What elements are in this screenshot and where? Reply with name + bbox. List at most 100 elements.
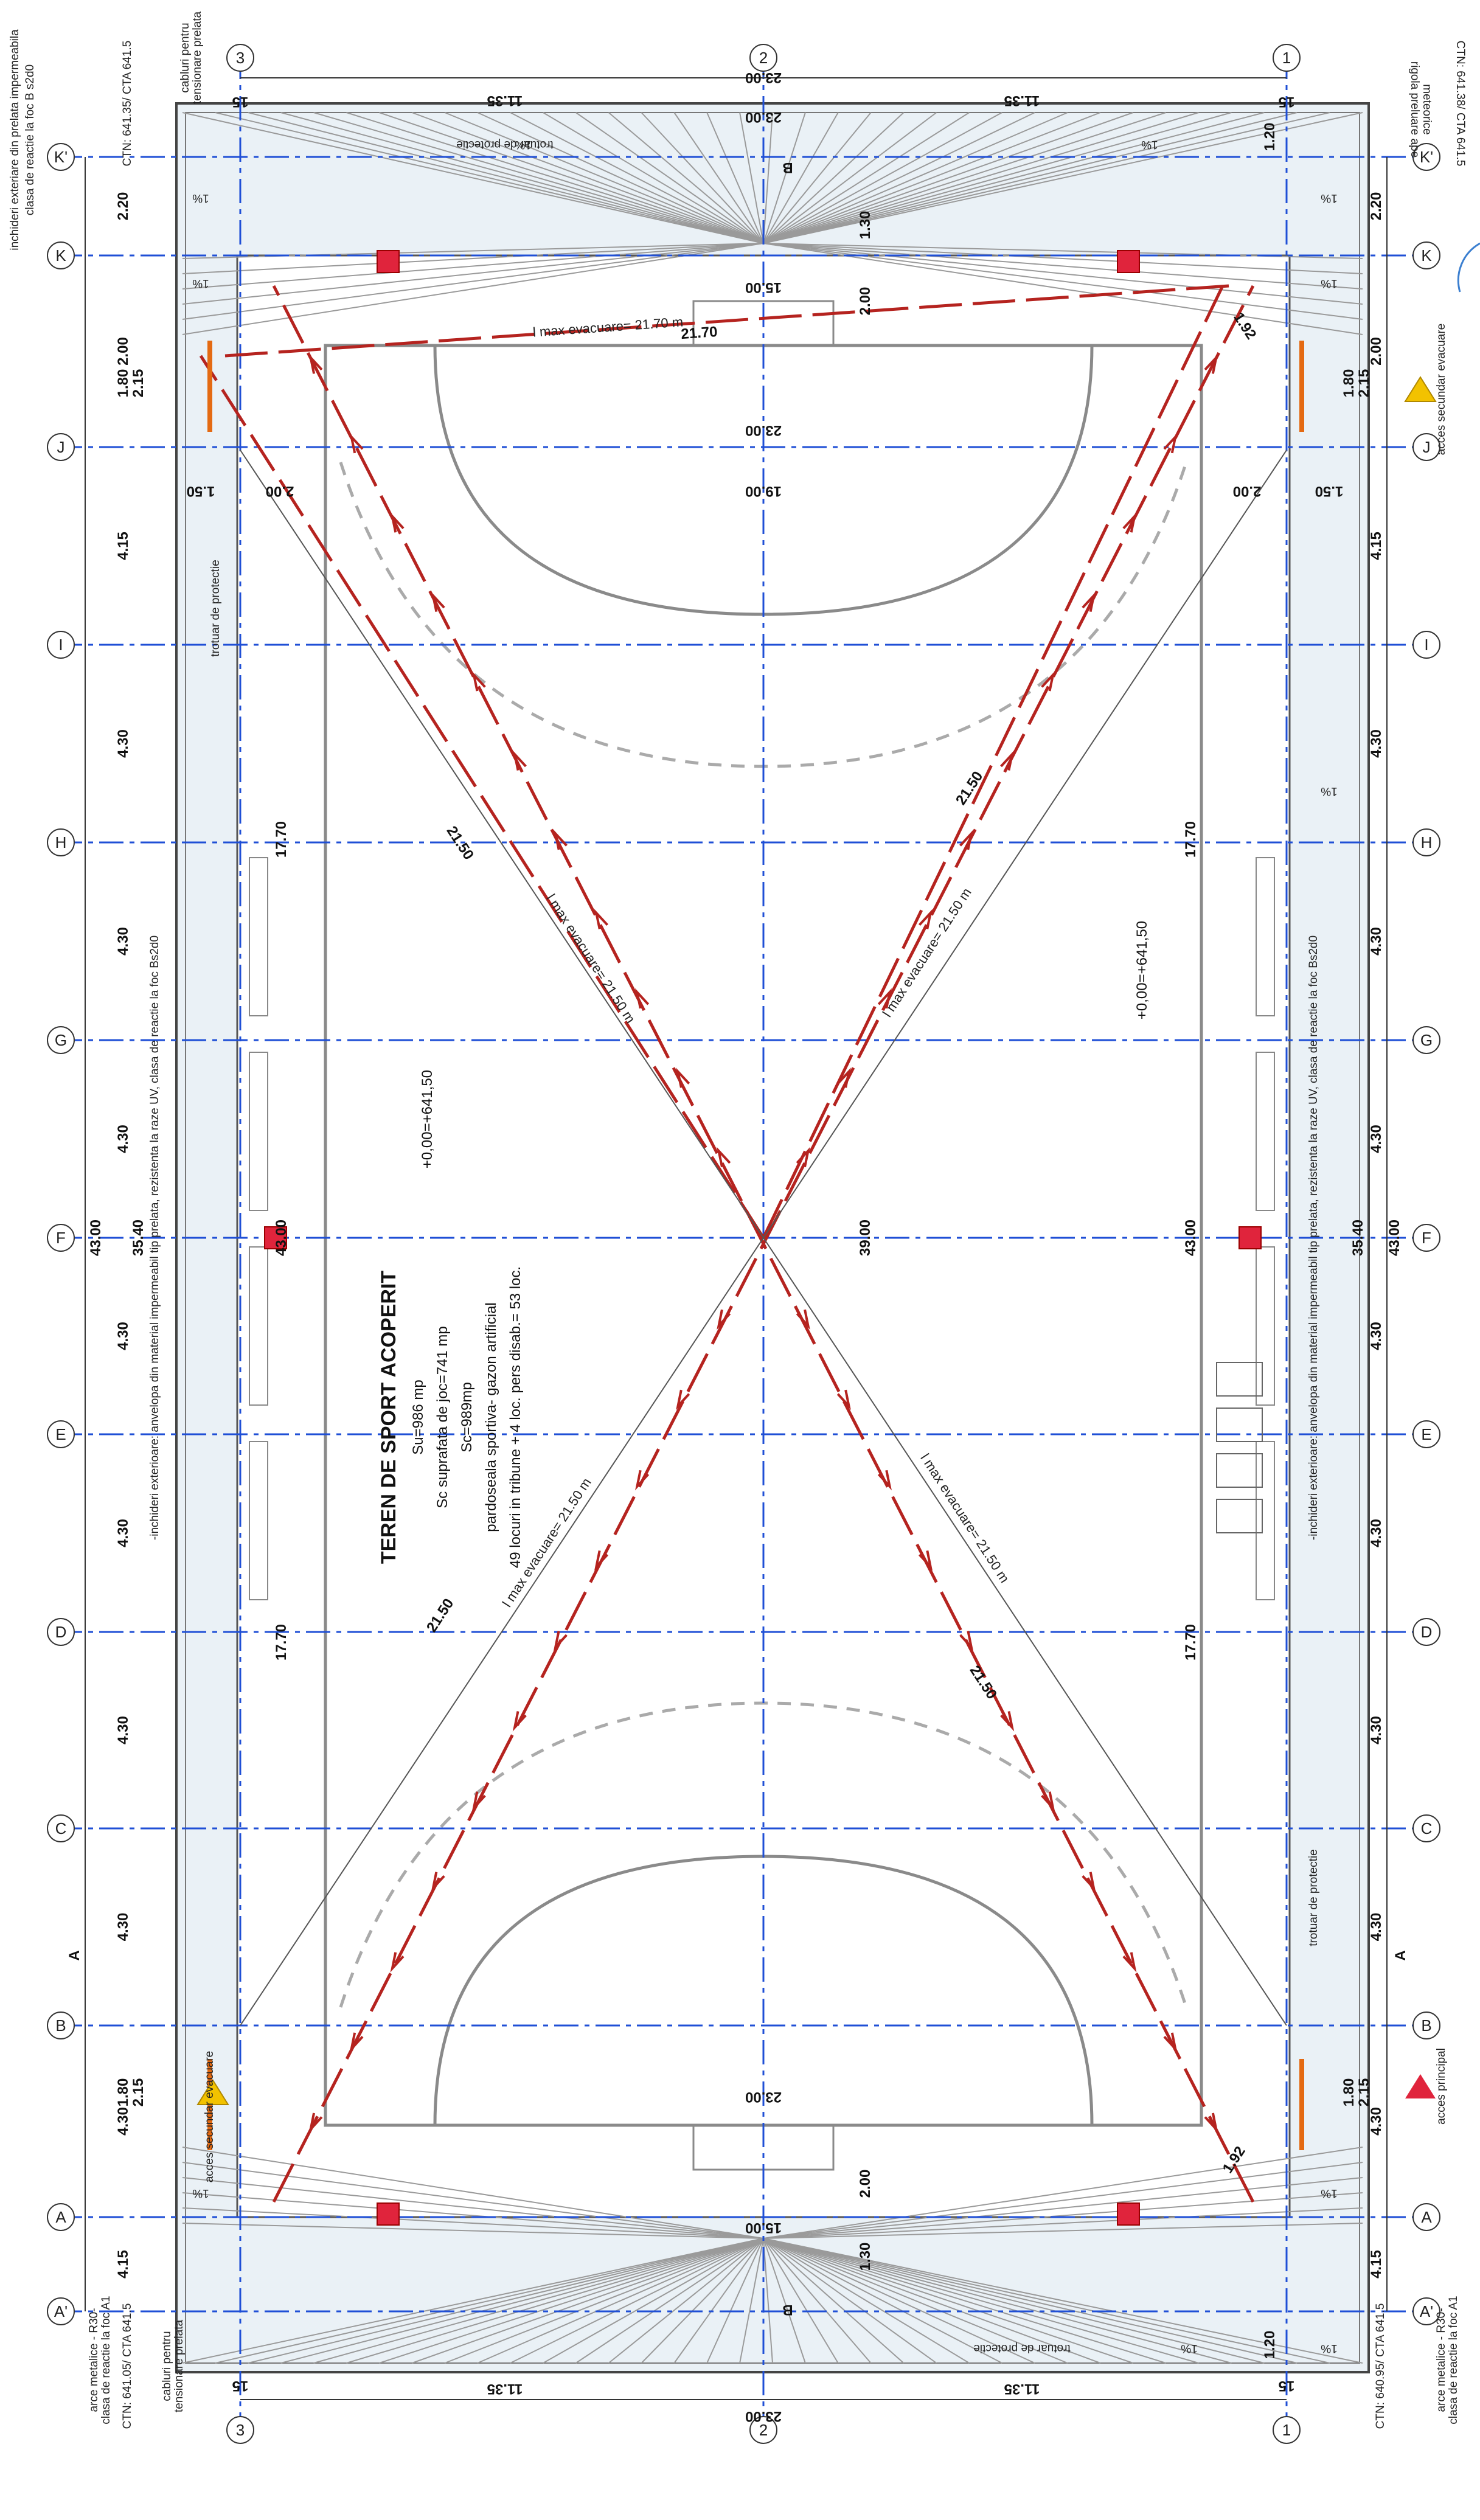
evac-arrow (553, 829, 568, 850)
short-2m: 2.00 (857, 287, 874, 316)
short-dim: 15 (232, 94, 249, 110)
evac-arrow (634, 988, 650, 1009)
evac-arrow (1122, 1952, 1137, 1973)
short-dim: 15 (1279, 94, 1295, 110)
evac-arrow (836, 1389, 851, 1411)
note-ctn: CTN: 641.35/ CTA 641.5 (121, 41, 134, 167)
goal-width-bottom: 15.00 (745, 2220, 782, 2236)
row-spacing-left: 4.30 (115, 1519, 131, 1547)
exit-signs (264, 250, 1262, 2226)
level-left: +0,00=+641,50 (419, 1070, 436, 1168)
stand-right (1256, 1246, 1275, 1406)
axis-bubble-left (47, 1420, 75, 1448)
note-trotuar: trotuar de protectie (973, 2342, 1070, 2355)
short-2m: 2.00 (857, 2170, 874, 2198)
row-spacing-left: 4.15 (115, 532, 131, 560)
axis-bubble-left (47, 1224, 75, 1252)
short-2m: 2.00 (266, 483, 294, 499)
col-spacing-bottom: 11.35 (487, 2381, 523, 2397)
inner-35-left: 35.40 (130, 1220, 147, 1256)
stand-right (1256, 1052, 1275, 1211)
inner-1770-left: 17.70 (273, 821, 290, 858)
slope-label: 1% (1181, 2342, 1198, 2355)
evac-arrow (1041, 1791, 1055, 1812)
length-inner-left: 43.00 (273, 1220, 290, 1256)
stand-right (1256, 857, 1275, 1016)
axis-col-bubble-top (1273, 44, 1301, 72)
slope-label: 1% (1321, 785, 1338, 797)
short-2-15: 2.15 (1356, 369, 1372, 398)
slope-label: 1% (515, 138, 532, 151)
axis-bubble-right (1412, 1026, 1440, 1054)
axis-label-left: G (55, 1031, 67, 1049)
note-envelope-left: -inchideri exterioare: anvelopa din mate… (148, 935, 161, 1540)
axis-col-label-top: 2 (759, 49, 768, 67)
note-ctn-right: CTN: 641.38/ CTA 641.5 (1454, 41, 1467, 167)
slope-label: 1% (1321, 2342, 1338, 2355)
note-arce: arce metalice - R30- (1435, 2308, 1448, 2412)
doors (207, 341, 1304, 2150)
evac-arrow (349, 432, 364, 454)
evac-arrow (390, 1952, 405, 1973)
row-spacing-left: 2.00 (115, 337, 131, 366)
axis-col-bubble-top (749, 44, 777, 72)
note-rigola: meteorice (1420, 84, 1433, 134)
width-top-2: 23.00 (745, 109, 782, 125)
axis-label-left: C (55, 1819, 67, 1838)
note-cablu: tensionare prelata (173, 2320, 186, 2413)
evac-arrow (1082, 1872, 1096, 1892)
row-spacing-left: 2.20 (115, 192, 131, 221)
section-mark: B (782, 159, 793, 176)
evac-arrow (471, 670, 486, 692)
axis-bubble-left (47, 241, 75, 269)
row-spacing-right: 4.30 (1368, 1322, 1384, 1350)
short-1: 1.50 (1315, 483, 1344, 499)
slope-label: 1% (192, 192, 209, 204)
evac-arrow (349, 2032, 364, 2053)
short-dim: 15 (232, 2378, 249, 2394)
evac-arrow (959, 1631, 974, 1651)
info-line: Sc=989mp (459, 1382, 475, 1452)
evac-arrow (796, 1147, 810, 1167)
row-spacing-right: 4.30 (1368, 2107, 1384, 2136)
axis-col-label-bottom: 3 (236, 2421, 245, 2439)
evac-arrow (635, 1470, 650, 1491)
length-inner-right: 43.00 (1183, 1220, 1199, 1256)
short-1: 1.50 (187, 483, 215, 499)
info-line: pardoseala sportiva- gazon artificial (483, 1302, 499, 1532)
row-spacing-left: 4.30 (115, 1716, 131, 1744)
note-acces: acces principal (1435, 2048, 1448, 2125)
note-cablu: tensionare prelata (191, 12, 204, 105)
evac-arrow (431, 1872, 445, 1892)
axis-label-left: K' (54, 148, 68, 166)
axis-bubble-left (47, 631, 75, 659)
short-5: 1.30 (857, 211, 874, 240)
axis-bubble-left (47, 1814, 75, 1842)
note-ctn: CTN: 641.05/ CTA 641.5 (121, 2303, 134, 2429)
stand-left (249, 857, 268, 1016)
note-top-left: clasa de reactie la foc B s2d0 (24, 64, 36, 215)
axis-col-label-bottom: 2 (759, 2421, 768, 2439)
evac-arrow (431, 591, 445, 613)
axis-bubble-left (47, 2297, 75, 2325)
evac-arrow (390, 512, 405, 533)
short-dim: 15 (1279, 2378, 1295, 2394)
note-trotuar: trotuar de protectie (456, 138, 553, 151)
evac-arrow (594, 1550, 609, 1571)
note-acces: acces secundar evacuare (203, 2051, 216, 2183)
row-spacing-right: 4.15 (1368, 2250, 1384, 2279)
axis-bubble-left (47, 1618, 75, 1646)
axis-col-bubble-bottom (226, 2416, 254, 2444)
stamp-icon (1457, 242, 1480, 293)
note-trotuar: trotuar de protectie (209, 560, 222, 656)
row-spacing-left: 4.30 (115, 2107, 131, 2136)
axis-label-right: C (1421, 1819, 1433, 1838)
roof-fan-top (182, 112, 1363, 335)
stand-left (249, 1441, 268, 1600)
axis-bubble-right (1412, 143, 1440, 171)
axis-label-left: D (55, 1623, 67, 1641)
row-spacing-left: 4.30 (115, 1125, 131, 1153)
evac-arrow (877, 988, 892, 1009)
evac-arrow (1163, 432, 1178, 454)
structural-grid: K' K' K K J J I I H H G G F F E E D D C C B B A A A' A' 3 3 2 2 1 1 (47, 44, 1440, 2444)
